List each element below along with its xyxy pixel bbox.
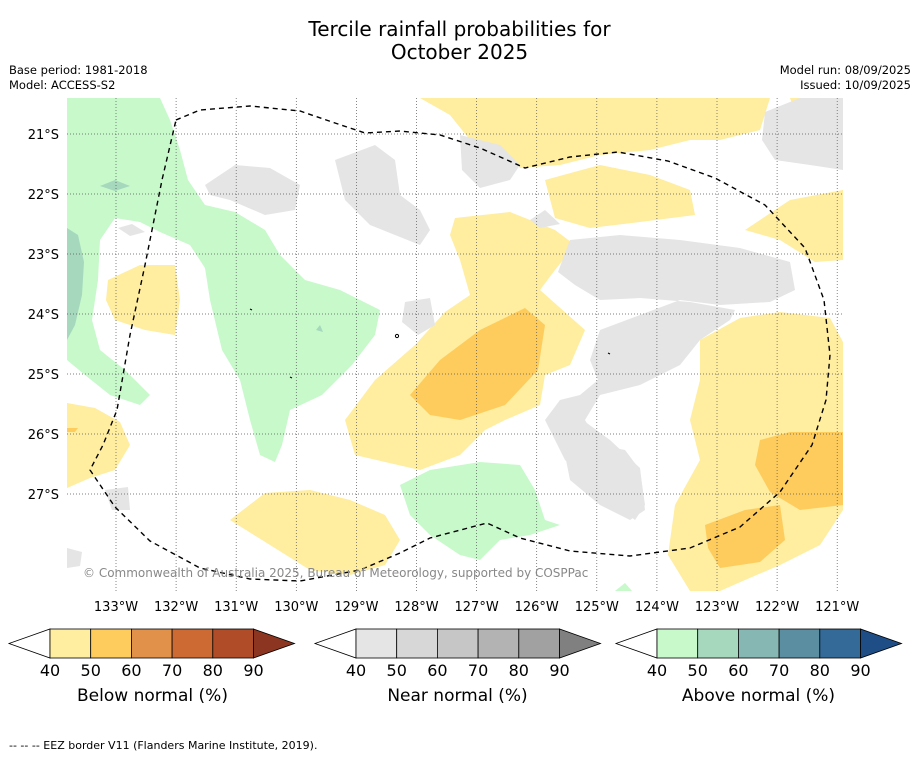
colorbar-segment [819,628,861,659]
eez-legend-text: -- -- -- EEZ border V11 (Flanders Marine… [9,739,318,752]
colorbar-tick: 60 [728,661,748,680]
title-line-1: Tercile rainfall probabilities for [308,17,611,41]
colorbar-tick: 40 [647,661,667,680]
below-normal-label: Below normal (%) [77,686,228,706]
colorbar-upper-extend [559,628,602,659]
near-normal-label: Near normal (%) [387,686,528,706]
colorbar-segment [738,628,780,659]
lat-label: 23°S [28,248,59,263]
colorbar-segment [697,628,739,659]
colorbar-tick: 50 [387,661,407,680]
lon-label: 126°W [515,600,559,615]
below-normal-50-areas [67,308,843,568]
longitude-labels: 133°W 132°W 131°W 130°W 129°W 128°W 127°W 126°W… [94,600,860,615]
colorbar-lower-extend [614,628,658,659]
issue-info: Model run: 08/09/2025 Issued: 10/09/2025 [780,63,911,93]
lon-label: 127°W [455,600,499,615]
colorbar: 40 50 60 70 80 90 [7,628,296,680]
island-marks [249,308,611,379]
colorbar-tick: 70 [468,661,488,680]
probability-shading [67,98,843,591]
lon-label: 125°W [575,600,619,615]
colorbar-segment [49,628,92,659]
colorbar-segment [477,628,520,659]
lon-label: 131°W [214,600,258,615]
colorbar-segment [90,628,132,659]
colorbar-tick: 90 [850,661,870,680]
colorbar-lower-extend [313,628,357,659]
lat-label: 27°S [28,488,59,503]
base-period-text: Base period: 1981-2018 [9,63,148,77]
lon-label: 123°W [695,600,739,615]
lat-label: 25°S [28,368,59,383]
copyright-text: © Commonwealth of Australia 2025, Bureau… [83,566,588,580]
above-normal-50-areas [67,180,323,340]
colorbar: 40 50 60 70 80 90 [614,628,903,680]
colorbar-segment [212,628,254,659]
colorbar-tick: 50 [688,661,708,680]
colorbar-tick: 90 [243,661,263,680]
colorbar-tick: 60 [427,661,447,680]
colorbar-tick: 60 [121,661,141,680]
model-info: Base period: 1981-2018 Model: ACCESS-S2 [9,63,148,93]
lon-label: 130°W [274,600,318,615]
lon-label: 132°W [154,600,198,615]
colorbar-tick: 40 [346,661,366,680]
colorbar-segment [778,628,821,659]
colorbar-tick: 80 [509,661,529,680]
map-gridlines [67,98,843,591]
model-text: Model: ACCESS-S2 [9,78,116,92]
above-normal-label: Above normal (%) [681,686,836,706]
eez-border [89,105,831,582]
colorbar-segment [656,628,699,659]
issued-text: Issued: 10/09/2025 [800,78,911,92]
map-title: Tercile rainfall probabilities for Octob… [0,18,919,64]
lat-label: 21°S [28,128,59,143]
lon-label: 124°W [635,600,679,615]
colorbar-tick: 90 [549,661,569,680]
colorbar-segment [355,628,398,659]
lat-label: 22°S [28,188,59,203]
colorbar-tick: 80 [810,661,830,680]
colorbar-segment [171,628,214,659]
colorbar-tick: 40 [40,661,60,680]
colorbars: 40 50 60 70 80 90 40 50 60 70 80 90 40 50 60 70 80 90 [7,628,903,680]
colorbar-segment [396,628,438,659]
colorbar-tick: 50 [81,661,101,680]
lat-label: 26°S [28,428,59,443]
lon-label: 121°W [815,600,859,615]
colorbar: 40 50 60 70 80 90 [313,628,602,680]
colorbar-lower-extend [7,628,51,659]
colorbar-upper-extend [253,628,296,659]
lon-label: 129°W [334,600,378,615]
colorbar-segment [518,628,560,659]
colorbar-segment [436,628,479,659]
colorbar-tick: 80 [203,661,223,680]
colorbar-upper-extend [860,628,903,659]
latitude-labels: 21°S 22°S 23°S 24°S 25°S 26°S 27°S [28,128,59,503]
title-line-2: October 2025 [390,40,529,64]
lon-label: 133°W [94,600,138,615]
colorbar-segment [130,628,173,659]
lon-label: 128°W [394,600,438,615]
model-run-text: Model run: 08/09/2025 [779,63,911,77]
colorbar-tick: 70 [162,661,182,680]
lon-label: 122°W [755,600,799,615]
colorbar-tick: 70 [769,661,789,680]
lat-label: 24°S [28,308,59,323]
